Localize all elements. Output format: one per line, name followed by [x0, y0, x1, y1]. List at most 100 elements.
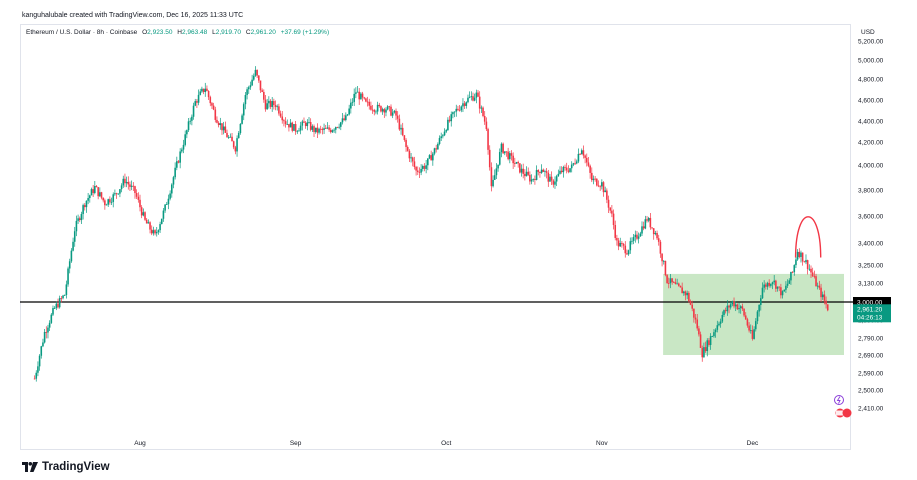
- x-tick-label: Nov: [596, 440, 608, 447]
- candle-body: [507, 151, 509, 160]
- candle-body: [57, 303, 59, 308]
- candle-body: [602, 182, 605, 193]
- candle-body: [154, 230, 156, 234]
- candle-body: [160, 218, 163, 225]
- candle-body: [258, 75, 260, 81]
- candle-body: [87, 198, 89, 201]
- candle-body: [77, 218, 79, 221]
- candle-body: [427, 158, 429, 166]
- candle-body: [401, 127, 404, 136]
- candle-body: [753, 329, 755, 339]
- candle-body: [487, 129, 489, 150]
- candle-body: [269, 100, 272, 107]
- candle-body: [209, 97, 212, 104]
- tradingview-logo[interactable]: TradingView: [22, 461, 110, 473]
- candle-body: [134, 186, 136, 194]
- candle-body: [378, 104, 381, 107]
- candle-body: [723, 310, 725, 315]
- candle-body: [786, 283, 789, 286]
- y-tick-label: 3,250.00: [858, 262, 884, 269]
- candle-body: [109, 199, 111, 203]
- candle-body: [736, 304, 739, 310]
- candle-body: [115, 193, 118, 195]
- candle-body: [433, 148, 436, 154]
- candle-body: [196, 101, 198, 103]
- candle-body: [355, 92, 357, 94]
- candle-body: [289, 122, 292, 128]
- candle-body: [336, 127, 339, 128]
- candle-body: [649, 217, 652, 228]
- candle-body: [477, 92, 479, 97]
- candle-body: [326, 127, 329, 129]
- candle-body: [478, 96, 481, 109]
- candle-body: [252, 75, 255, 80]
- candle-body: [155, 232, 158, 234]
- candle-body: [346, 114, 349, 116]
- candle-body: [622, 243, 625, 246]
- candle-body: [744, 315, 747, 320]
- candle-body: [646, 219, 648, 221]
- candle-body: [432, 153, 434, 161]
- candle-body: [790, 271, 792, 281]
- candle-body: [259, 80, 262, 91]
- candle-body: [191, 116, 193, 121]
- candle-body: [811, 272, 814, 277]
- candle-body: [291, 122, 294, 131]
- candle-body: [713, 332, 715, 337]
- change-value: +37.69 (+1.29%): [280, 29, 330, 36]
- candle-body: [587, 162, 590, 166]
- candle-body: [356, 91, 359, 93]
- candle-body: [189, 120, 191, 122]
- candle-body: [472, 96, 474, 101]
- candle-body: [570, 164, 573, 169]
- candle-body: [100, 192, 103, 198]
- candle-body: [676, 283, 678, 285]
- candle-body: [204, 88, 207, 93]
- high-value: 2,963.48: [181, 29, 208, 36]
- candle-body: [181, 149, 183, 152]
- candle-body: [696, 319, 699, 329]
- candle-body: [547, 172, 550, 182]
- candle-body: [33, 378, 36, 380]
- candle-body: [801, 252, 804, 262]
- symbol-legend: Ethereum / U.S. Dollar · 8h · Coinbase O…: [26, 29, 329, 36]
- candle-body: [783, 289, 786, 292]
- candle-body: [457, 108, 459, 110]
- candle-body: [324, 128, 327, 129]
- candle-body: [428, 155, 431, 159]
- candle-body: [318, 128, 320, 133]
- candle-body: [286, 124, 289, 125]
- candle-body: [296, 131, 299, 133]
- currency-label[interactable]: USD: [861, 29, 875, 36]
- candle-body: [416, 170, 419, 172]
- candle-body: [609, 207, 612, 211]
- candle-body: [221, 123, 223, 131]
- candle-body: [304, 122, 307, 127]
- candle-body: [544, 171, 546, 173]
- candle-body: [63, 294, 66, 296]
- candle-body: [607, 199, 610, 208]
- candle-body: [780, 287, 782, 296]
- candle-body: [527, 171, 530, 175]
- candle-body: [334, 127, 337, 130]
- tradingview-logo-icon: [22, 462, 38, 472]
- y-tick-label: 5,000.00: [858, 57, 884, 64]
- candle-body: [368, 101, 371, 106]
- candle-body: [512, 155, 514, 164]
- candle-body: [165, 204, 168, 205]
- candle-body: [754, 321, 757, 330]
- candle-body: [92, 189, 94, 194]
- candle-body: [149, 222, 151, 230]
- y-tick-label: 3,800.00: [858, 187, 884, 194]
- candle-body: [589, 165, 591, 173]
- candle-body: [351, 101, 354, 103]
- candle-body: [365, 98, 367, 102]
- candle-body: [475, 92, 478, 98]
- candle-body: [497, 164, 499, 169]
- candle-body: [781, 291, 784, 296]
- candle-body: [629, 241, 632, 251]
- y-tick-label: 2,410.00: [858, 405, 884, 412]
- y-tick-label: 2,690.00: [858, 352, 884, 359]
- candle-body: [375, 111, 377, 113]
